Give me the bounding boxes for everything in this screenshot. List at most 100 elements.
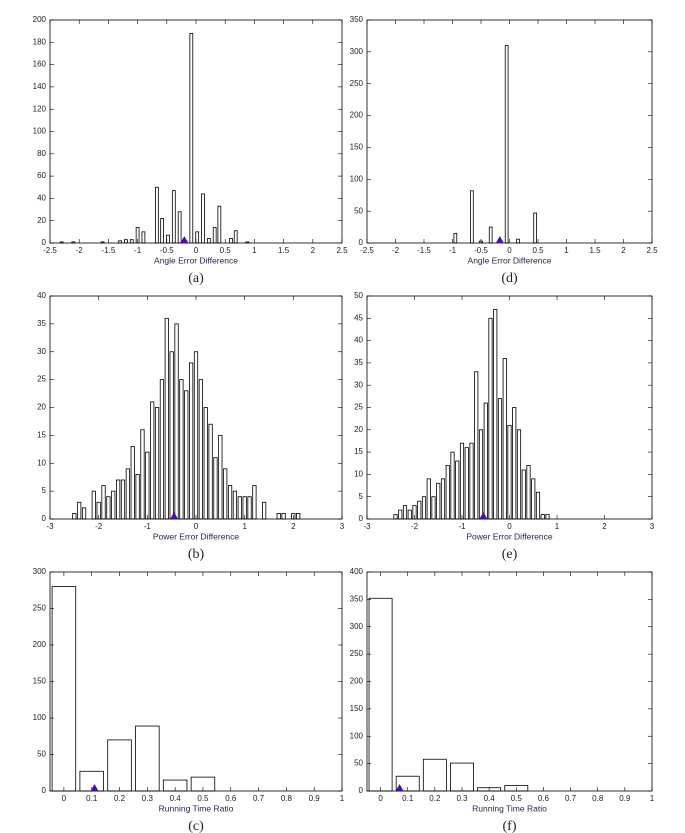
bar [247,496,252,520]
bar [450,762,474,792]
bar [184,390,189,520]
y-tick-label: 200 [350,111,364,120]
bar [368,597,393,792]
y-tick-label: 150 [33,677,47,686]
bar [512,407,517,520]
y-tick-label: 140 [33,82,47,91]
bar [129,239,134,244]
y-tick-label: 35 [37,319,46,328]
bar [526,465,531,520]
bar [154,407,160,520]
bar [402,505,408,520]
bar [120,479,126,520]
bar [141,231,146,244]
y-tick-label: 50 [354,759,363,768]
caption: (b) [188,547,205,562]
bar [393,514,398,520]
x-tick-label: 0 [62,794,67,803]
bar [398,509,403,520]
bar [507,424,512,520]
bar [521,469,526,520]
bar [431,496,436,520]
bar [189,32,194,244]
y-tick-label: 30 [37,347,46,356]
x-tick-label: 0.5 [511,794,523,803]
x-axis-label: Angle Error Difference [468,255,552,265]
y-tick-label: 50 [37,750,46,759]
bar [440,478,446,520]
y-tick-label: 20 [37,403,46,412]
x-tick-label: 0.8 [592,794,604,803]
axes-box [366,19,653,244]
x-tick-label: 2 [291,522,296,531]
bar [281,513,286,520]
x-tick-label: 0 [507,522,512,531]
x-tick-label: 1 [650,794,655,803]
x-tick-label: -2.5 [43,246,57,255]
y-tick-label: 100 [350,731,364,740]
x-tick-label: 1 [242,522,247,531]
y-tick-label: 45 [354,313,363,322]
bar [531,478,536,520]
bar [436,482,441,520]
y-tick-label: 0 [42,514,47,523]
y-tick-label: 150 [350,143,364,152]
x-tick-label: -0.5 [474,246,488,255]
y-tick-label: 100 [350,174,364,183]
bar [213,457,218,520]
bar [77,501,82,520]
y-tick-label: 400 [350,567,364,576]
bar [417,500,422,520]
y-tick-label: 40 [354,336,363,345]
y-tick-label: 300 [350,47,364,56]
bar [545,514,550,520]
bar [164,317,169,520]
bar [252,485,257,520]
y-tick-label: 300 [350,622,364,631]
bar [426,478,431,520]
bar [150,401,155,520]
x-tick-label: 0.7 [565,794,577,803]
bar [453,233,458,244]
y-tick-label: 180 [33,37,47,46]
bar [223,468,228,520]
axes-box [49,19,343,244]
caption: (c) [188,819,204,833]
caption: (f) [503,819,517,833]
bar [201,193,205,244]
y-tick-label: 0 [359,514,364,523]
bar [276,513,281,520]
bar [130,446,135,520]
bar [174,323,179,520]
bar [474,371,479,520]
bar [229,238,233,244]
y-tick-label: 200 [33,640,47,649]
x-tick-label: 0.6 [538,794,550,803]
bar [206,238,211,244]
bar [159,379,165,520]
bar [72,513,77,520]
bar [296,513,301,520]
y-tick-label: 250 [33,604,47,613]
y-tick-label: 20 [354,425,363,434]
y-tick-label: 25 [354,403,363,412]
caption: (a) [188,271,204,286]
bar [504,45,509,244]
x-tick-label: 0.1 [402,794,414,803]
bar [455,460,460,520]
bar [198,379,203,520]
x-tick-label: 2 [311,246,316,255]
y-tick-label: 35 [354,358,363,367]
x-tick-label: 1.5 [589,246,601,255]
bar [470,190,474,244]
x-tick-label: 0.6 [225,794,237,803]
x-tick-label: 0 [194,246,199,255]
x-tick-label: -1 [458,522,466,531]
y-tick-label: 30 [354,380,363,389]
bar [51,586,77,792]
y-tick-label: 100 [33,127,47,136]
mean-marker [90,784,99,791]
y-tick-label: 60 [37,171,46,180]
y-tick-label: 40 [37,291,46,300]
